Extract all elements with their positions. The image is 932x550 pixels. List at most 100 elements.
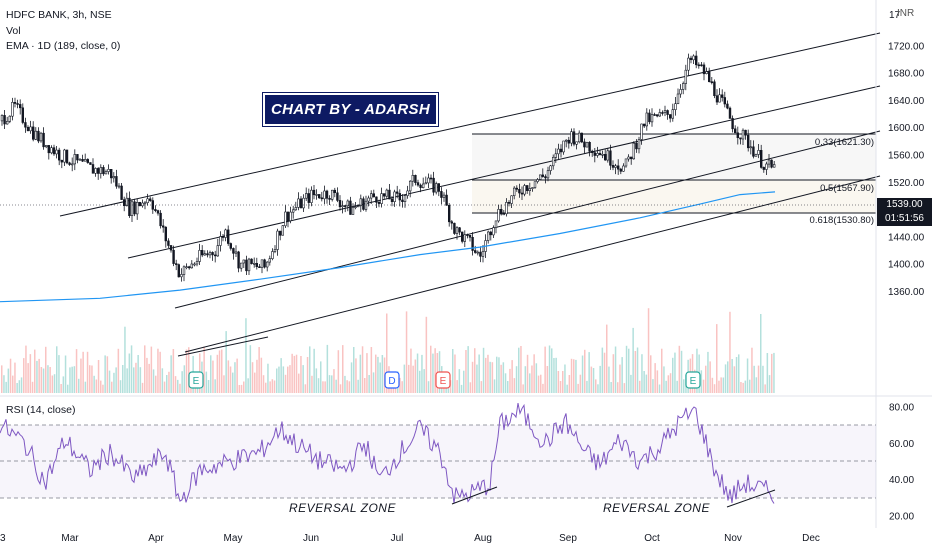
candle-body	[136, 202, 139, 215]
volume-bar	[115, 367, 117, 393]
candle-body	[481, 251, 485, 257]
event-marker-3[interactable]: E	[435, 371, 451, 389]
volume-bar	[227, 360, 230, 393]
volume-bar	[595, 379, 597, 393]
volume-bar	[69, 367, 71, 393]
volume-bar	[564, 364, 566, 393]
candle-body	[286, 211, 290, 222]
volume-bar	[599, 365, 601, 393]
candle-body	[674, 103, 677, 110]
volume-bar	[650, 355, 652, 393]
volume-bar	[73, 366, 76, 393]
volume-bar	[652, 379, 654, 393]
drawing-lines[interactable]	[59, 32, 881, 357]
volume-bar	[493, 379, 496, 393]
candle-body	[640, 123, 643, 140]
volume-bar	[645, 374, 648, 393]
volume-legend[interactable]: Vol	[6, 25, 21, 37]
candle-body	[741, 129, 745, 140]
candle-body	[120, 185, 123, 200]
volume-bar	[742, 382, 744, 393]
candle-body	[50, 147, 53, 154]
volume-bar	[300, 356, 302, 393]
last-price-tag: 1539.00	[877, 198, 932, 212]
candle-body	[84, 159, 87, 162]
candle-body	[81, 159, 84, 162]
candle-body	[629, 156, 633, 160]
volume-bar	[729, 311, 731, 393]
volume-bar	[89, 365, 91, 393]
candle-body	[502, 213, 505, 216]
candle-body	[653, 114, 656, 116]
candle-body	[333, 189, 336, 193]
volume-bar	[722, 377, 725, 393]
volume-bar	[166, 375, 168, 393]
event-marker-1[interactable]: E	[188, 371, 204, 389]
volume-bar	[119, 380, 122, 393]
currency-label[interactable]: INR	[897, 8, 915, 19]
candle-body	[206, 253, 209, 256]
candle-body	[492, 227, 495, 236]
volume-bar	[740, 382, 742, 393]
candle-body	[97, 168, 100, 174]
volume-bar	[139, 367, 142, 393]
candle-body	[710, 81, 714, 83]
price-label: 1360.00	[888, 287, 925, 298]
candle-body	[658, 112, 662, 117]
volume-bar	[75, 349, 78, 393]
price-label: 1640.00	[888, 96, 925, 107]
volume-bar	[348, 381, 351, 393]
candle-body	[307, 193, 310, 203]
candle-body	[507, 202, 511, 204]
volume-bar	[302, 365, 304, 393]
volume-bar	[14, 362, 16, 393]
volume-bar	[86, 351, 89, 393]
volume-bar	[155, 375, 157, 393]
volume-bar	[412, 365, 414, 393]
volume-bar	[216, 354, 219, 393]
time-label: Aug	[474, 533, 492, 544]
candle-body	[21, 107, 24, 123]
volume-bar	[117, 348, 120, 393]
candle-body	[388, 189, 391, 200]
candle-body	[432, 177, 435, 193]
candle-body	[323, 190, 326, 200]
event-marker-2[interactable]: D	[384, 371, 400, 389]
candle-body	[188, 266, 191, 269]
price-label: 1560.00	[888, 151, 925, 162]
volume-bar	[456, 380, 458, 393]
volume-bar	[414, 359, 417, 393]
volume-bar	[753, 365, 755, 393]
volume-bar	[491, 362, 494, 393]
volume-bar	[764, 384, 766, 393]
price-label: 1520.00	[888, 178, 925, 189]
volume-bar	[416, 353, 419, 393]
candle-body	[624, 158, 628, 167]
rsi-legend[interactable]: RSI (14, close)	[6, 404, 76, 416]
volume-bar	[1, 365, 3, 393]
volume-bar	[529, 373, 531, 393]
event-marker-4[interactable]: E	[685, 371, 701, 389]
volume-bar	[410, 348, 412, 393]
rsi-pane	[0, 403, 876, 508]
volume-bar	[768, 375, 771, 393]
symbol-title[interactable]: HDFC BANK, 3h, NSE	[6, 9, 112, 21]
candle-body	[705, 71, 708, 74]
candle-body	[281, 225, 284, 236]
candle-body	[603, 154, 607, 161]
candle-body	[198, 250, 201, 262]
volume-bar	[526, 354, 529, 393]
volume-bar	[766, 353, 769, 393]
candle-body	[590, 150, 594, 153]
volume-bar	[150, 346, 153, 393]
volume-bar	[432, 353, 434, 393]
candle-body	[346, 200, 349, 207]
volume-bar	[731, 359, 733, 393]
ema-legend[interactable]: EMA · 1D (189, close, 0)	[6, 40, 121, 52]
candle-body	[42, 132, 45, 148]
candle-body	[572, 131, 576, 145]
volume-bar	[636, 347, 639, 393]
volume-bar	[163, 381, 166, 393]
